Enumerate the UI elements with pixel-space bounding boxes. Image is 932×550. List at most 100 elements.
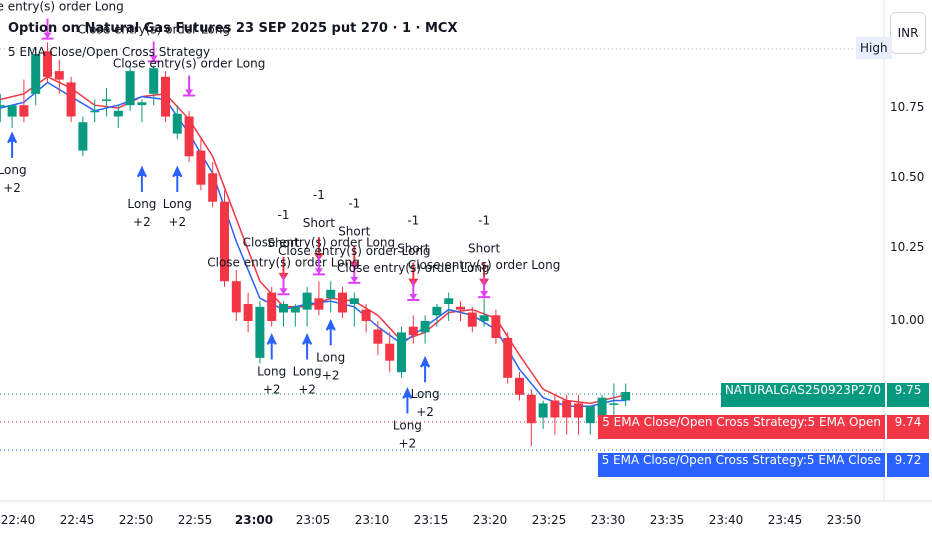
candle-body (479, 315, 489, 321)
candle-body (184, 116, 194, 157)
candle (267, 286, 277, 327)
candle (161, 71, 170, 123)
x-tick-label: 22:55 (177, 513, 213, 527)
long-signal-label: Long (257, 365, 286, 379)
candle (444, 292, 454, 321)
candle (585, 406, 595, 435)
candle (149, 65, 159, 106)
candle (503, 332, 513, 384)
candle-body (326, 289, 336, 299)
candle (326, 281, 336, 313)
candle (621, 383, 631, 407)
x-tick-label: 23:25 (531, 513, 567, 527)
last-price-symbol-tag: NATURALGAS250923P270 (720, 383, 885, 407)
candle (373, 321, 383, 356)
close-signal-label: Close entry(s) order Long (207, 255, 360, 269)
candle-body (574, 403, 583, 418)
candle-body (231, 281, 241, 313)
long-signal-label: Long (127, 197, 156, 211)
candle-body (149, 68, 159, 94)
candle-body (125, 71, 135, 106)
x-tick-label: 23:30 (590, 513, 626, 527)
long-arrow-head (266, 335, 277, 344)
candle (279, 301, 288, 327)
candle (78, 116, 88, 157)
short-signal-label: -1 (313, 188, 325, 202)
long-signal-label: Long (163, 197, 192, 211)
y-tick-label: 10.25 (890, 240, 925, 254)
candle-body (290, 306, 300, 313)
close-arrow-head (43, 32, 52, 39)
candle (397, 326, 406, 378)
long-arrow-head (420, 358, 431, 367)
candle (184, 110, 194, 162)
symbol-title[interactable]: Option on Natural Gas Futures 23 SEP 202… (8, 21, 458, 36)
x-tick-label: 22:45 (59, 513, 95, 527)
candle-body (78, 122, 88, 151)
candle-body (597, 397, 607, 418)
candle-body (361, 309, 371, 321)
candle (385, 332, 395, 373)
long-signal-label: Long (316, 350, 345, 364)
candle (90, 99, 100, 123)
currency-button[interactable]: INR (890, 12, 926, 54)
long-signal-label: +2 (322, 368, 340, 382)
x-tick-label: 23:40 (708, 513, 744, 527)
candle (231, 269, 241, 321)
long-signal-label: +2 (168, 215, 186, 229)
close-signal-label: Close entry(s) order Long (243, 235, 396, 249)
candle-body (408, 326, 418, 336)
close-arrow-head (149, 55, 158, 62)
close-signal-label: Close entry(s) order Long (408, 258, 561, 272)
x-tick-label: 23:45 (767, 513, 803, 527)
candle (491, 309, 501, 344)
short-signal-label: -1 (348, 197, 360, 211)
long-signal-label: Long (411, 387, 440, 401)
candle (408, 315, 418, 344)
x-tick-label: 23:05 (295, 513, 331, 527)
candle-body (196, 150, 206, 185)
short-signal-label: -1 (478, 214, 490, 228)
candle (361, 303, 371, 333)
candle-body (66, 82, 76, 117)
close-arrow-head (480, 291, 489, 298)
ema-open-value-tag: 9.74 (887, 415, 929, 439)
candle (172, 105, 182, 140)
close-signal-label: Close entry(s) order Long (337, 261, 490, 275)
candle-body (385, 343, 395, 361)
ema-close-value-tag: 9.72 (887, 453, 929, 477)
x-tick-label: 23:15 (413, 513, 449, 527)
close-arrow-head (314, 268, 323, 275)
long-signal-label: +2 (399, 436, 417, 450)
candle (479, 298, 489, 327)
candle-body (526, 394, 536, 424)
long-arrow-head (325, 321, 336, 330)
candle-body (161, 76, 170, 117)
candle-body (172, 113, 182, 134)
long-signal-label: +2 (3, 181, 21, 195)
short-signal-label: -1 (407, 214, 419, 228)
long-signal-label: Long (0, 163, 27, 177)
candle-body (31, 54, 41, 94)
candle-body (456, 306, 465, 310)
candle (515, 372, 524, 401)
indicator-legend[interactable]: 5 EMA Close/Open Cross Strategy (8, 45, 211, 59)
candle (338, 286, 347, 319)
candle (550, 394, 560, 435)
candle (467, 306, 477, 333)
candle-body (349, 298, 359, 304)
candle-body (562, 400, 572, 418)
candle (432, 303, 442, 327)
candle (526, 389, 536, 446)
short-signal-label: Short (468, 242, 500, 256)
candle-body (279, 304, 288, 313)
candle-body (90, 110, 100, 113)
candle (54, 59, 64, 94)
long-signal-label: +2 (416, 405, 434, 419)
candle (43, 42, 52, 83)
high-label: High (856, 37, 892, 59)
candle-body (113, 110, 123, 117)
candle-body (137, 102, 147, 106)
candle (31, 48, 41, 106)
